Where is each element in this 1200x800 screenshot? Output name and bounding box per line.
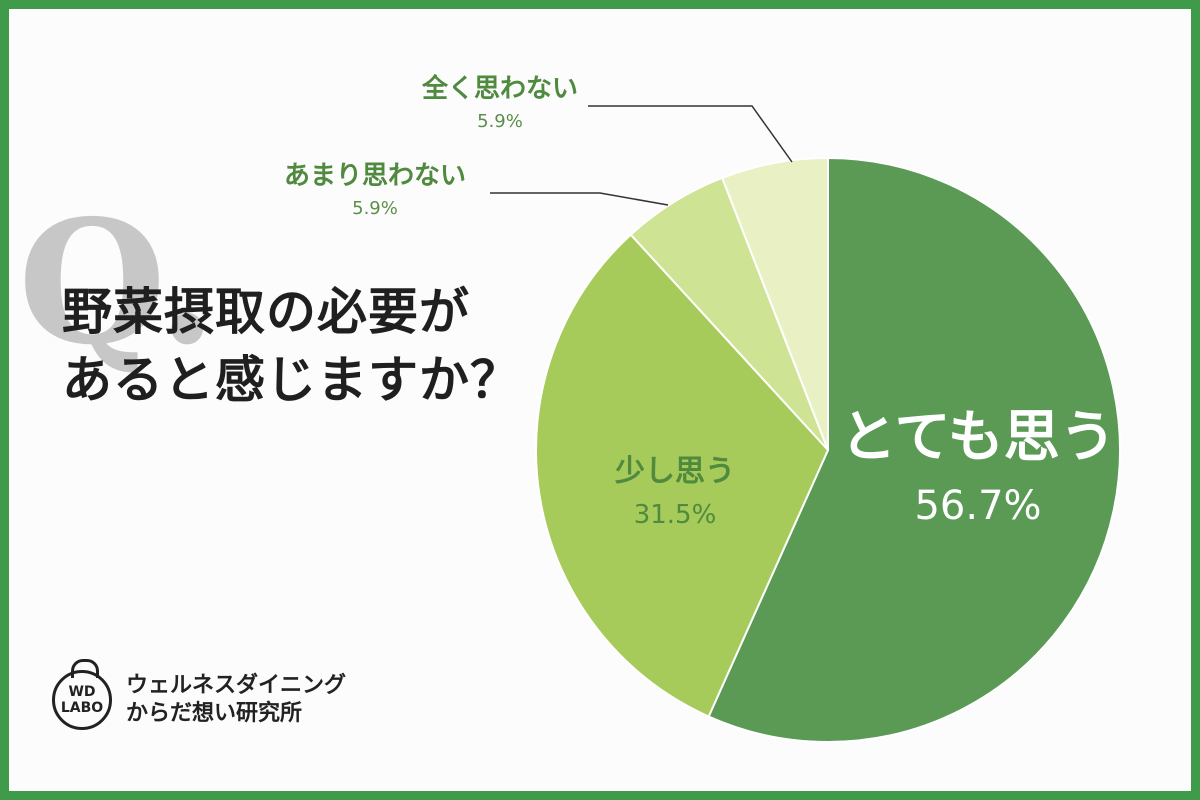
slice-label-percent: 56.7% bbox=[914, 483, 1042, 529]
pie-slice-not-at-all bbox=[720, 156, 829, 451]
slice-label-percent: 5.9% bbox=[352, 198, 398, 219]
pie-slice-somewhat bbox=[535, 233, 830, 718]
slice-label-percent: 5.9% bbox=[477, 111, 523, 132]
logo-badge-line-2: LABO bbox=[60, 700, 104, 716]
question-text: 野菜摂取の必要が あると感じますか？ bbox=[62, 278, 521, 414]
question-mark: Q. bbox=[18, 183, 217, 383]
slice-label-somewhat: 少し思う 31.5% bbox=[575, 446, 775, 530]
slice-label-percent: 31.5% bbox=[633, 500, 717, 530]
logo-text-line-1: ウェルネスダイニング bbox=[126, 673, 347, 698]
logo-text: ウェルネスダイニング からだ想い研究所 bbox=[126, 672, 346, 728]
slice-label-very-much: とても思う 56.7% bbox=[828, 392, 1128, 529]
question-line-2: あると感じますか？ bbox=[62, 351, 521, 409]
slice-label-name: あまり思わない bbox=[283, 161, 466, 191]
slice-label-name: とても思う bbox=[840, 405, 1116, 470]
slice-label-not-much: あまり思わない 5.9% bbox=[255, 155, 495, 219]
logo-badge-line-1: WD bbox=[68, 684, 96, 700]
slice-label-not-at-all: 全く思わない 5.9% bbox=[395, 68, 605, 132]
slice-label-name: 少し思う bbox=[615, 454, 735, 489]
pie-slice-very-much bbox=[707, 156, 1121, 743]
logo-text-line-2: からだ想い研究所 bbox=[126, 701, 303, 726]
wd-labo-logo: WD LABO ウェルネスダイニング からだ想い研究所 bbox=[52, 659, 346, 730]
leader-line-not-much bbox=[490, 192, 669, 206]
slice-label-name: 全く思わない bbox=[421, 74, 578, 104]
question-line-1: 野菜摂取の必要が bbox=[62, 283, 470, 341]
leader-line-not-at-all bbox=[588, 105, 793, 163]
logo-badge: WD LABO bbox=[52, 659, 112, 730]
